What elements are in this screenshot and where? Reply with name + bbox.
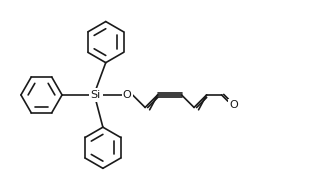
- Text: O: O: [123, 90, 132, 100]
- Text: Si: Si: [91, 90, 101, 100]
- Text: O: O: [229, 100, 238, 110]
